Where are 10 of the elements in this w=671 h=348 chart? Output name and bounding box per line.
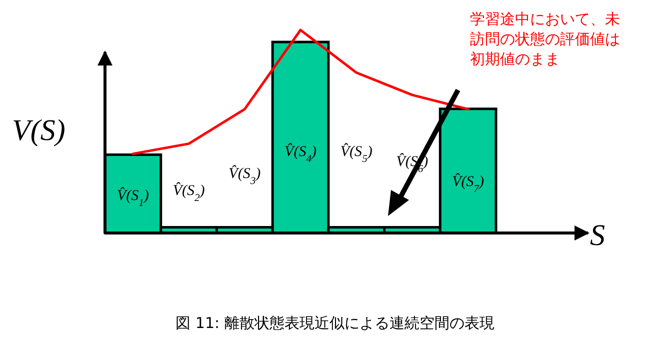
annotation: V̂(S$_{1}$) bbox=[116, 186, 149, 208]
annotation: V̂(S$_{4}$) bbox=[284, 142, 316, 164]
y-axis-title: V(S) bbox=[12, 114, 66, 147]
annotation: V̂(S$_{3}$) bbox=[228, 164, 261, 186]
annotation: 学習途中において、未訪問の状態の評価値は初期値のまま bbox=[470, 10, 620, 68]
annotation: V̂(S$_{5}$) bbox=[340, 142, 372, 164]
x-axis-title: S bbox=[590, 219, 605, 252]
text: 図 11: 離散状態表現近似による連続空間の表現 bbox=[176, 314, 494, 332]
annotation: V̂(S$_{2}$) bbox=[172, 182, 205, 204]
annotation: V̂(S$_{7}$) bbox=[452, 172, 484, 194]
